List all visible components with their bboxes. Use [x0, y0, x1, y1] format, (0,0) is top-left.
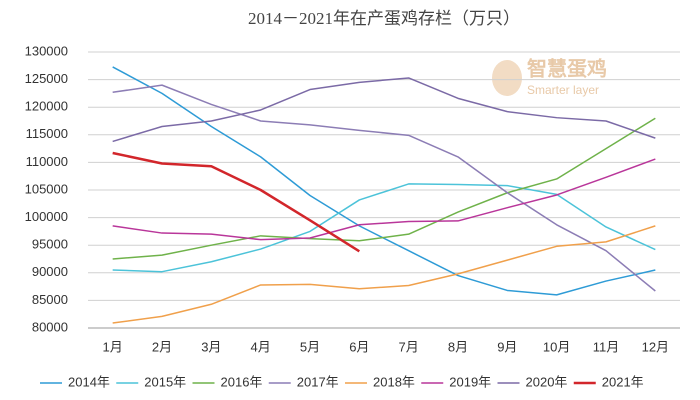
- series-line: [112, 151, 360, 253]
- y-tick-label: 110000: [26, 154, 68, 169]
- x-tick-label: 10月: [543, 339, 570, 354]
- x-tick-label: 7月: [399, 339, 419, 354]
- series-line: [112, 66, 656, 296]
- watermark-subtitle: Smarter layer: [527, 83, 599, 97]
- series-line: [112, 183, 656, 273]
- series-line: [112, 225, 656, 324]
- x-tick-label: 2月: [152, 339, 172, 354]
- watermark-name: 智慧蛋鸡: [527, 56, 607, 80]
- x-tick-label: 5月: [300, 339, 320, 354]
- legend-label: 2014年: [68, 374, 110, 389]
- x-tick-label: 8月: [448, 339, 468, 354]
- y-tick-label: 125000: [25, 71, 68, 86]
- series-line: [112, 84, 656, 292]
- y-tick-label: 80000: [32, 319, 68, 334]
- y-tick-label: 115000: [26, 126, 68, 141]
- y-tick-label: 90000: [32, 264, 68, 279]
- series-line: [112, 158, 656, 241]
- x-tick-label: 3月: [201, 339, 221, 354]
- y-tick-label: 95000: [32, 237, 68, 252]
- y-tick-label: 130000: [25, 43, 68, 58]
- legend-label: 2020年: [526, 374, 568, 389]
- legend-label: 2015年: [144, 374, 186, 389]
- series-line: [112, 117, 656, 260]
- legend-label: 2021年: [602, 374, 644, 389]
- x-tick-label: 12月: [642, 339, 669, 354]
- y-tick-label: 105000: [25, 181, 68, 196]
- chart-title: 2014－2021年在产蛋鸡存栏（万只）: [248, 9, 520, 28]
- legend-label: 2019年: [449, 374, 491, 389]
- y-tick-label: 85000: [32, 292, 68, 307]
- y-tick-label: 100000: [25, 209, 68, 224]
- legend-label: 2017年: [297, 374, 339, 389]
- legend-label: 2018年: [373, 374, 415, 389]
- watermark-logo: [492, 60, 522, 96]
- x-tick-label: 4月: [251, 339, 271, 354]
- legend-label: 2016年: [221, 374, 263, 389]
- x-tick-label: 6月: [349, 339, 369, 354]
- y-tick-label: 120000: [25, 99, 68, 114]
- x-tick-label: 9月: [497, 339, 517, 354]
- x-tick-label: 1月: [103, 339, 123, 354]
- x-tick-label: 11月: [593, 339, 620, 354]
- series-line: [112, 77, 656, 143]
